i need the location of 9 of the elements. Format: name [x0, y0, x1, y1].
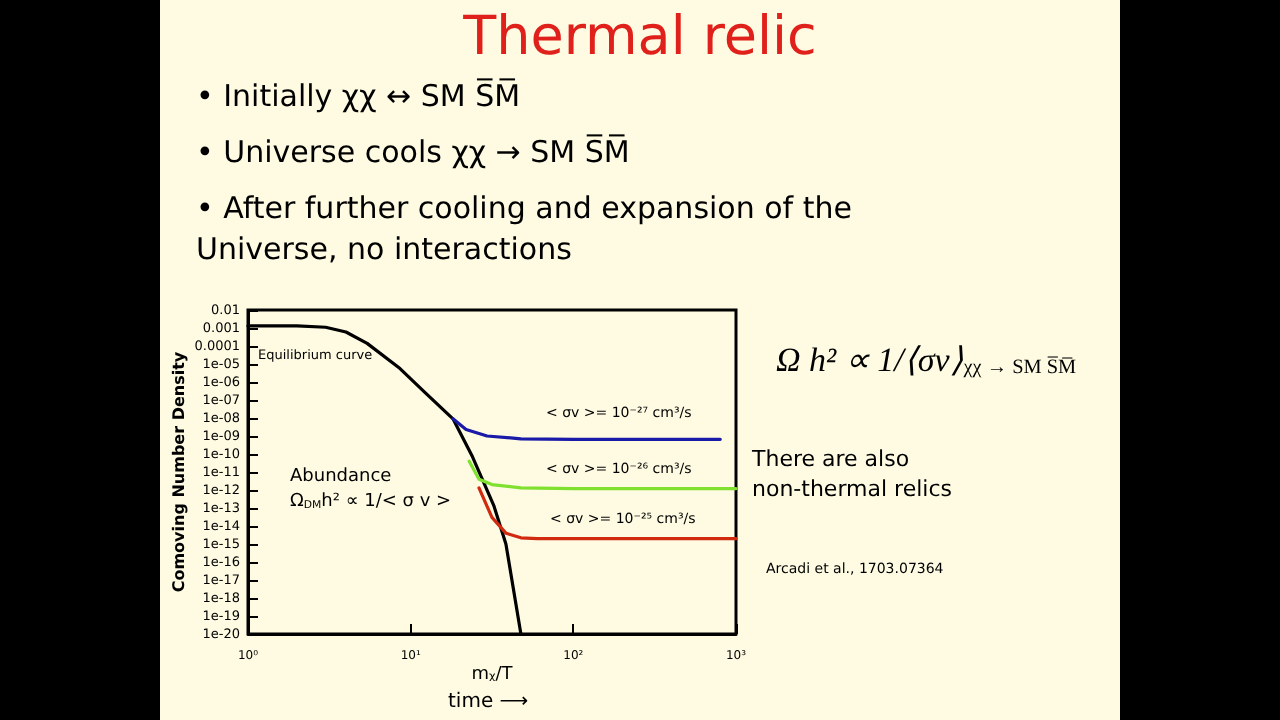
x-axis-title: mᵪ/T	[471, 665, 514, 685]
text: time ⟶	[448, 690, 529, 713]
text: • Initially χχ ↔ SM S̅M̅	[196, 76, 521, 115]
text: • After further cooling and expansion of the Universe, no interactions	[196, 190, 862, 267]
text: Ω h² ∝ 1/⟨σv⟩χχ → SM S̅M̅	[776, 340, 1077, 380]
y-axis-title: Comoving Number Density	[169, 350, 188, 593]
text: • Universe cools χχ → SM S̅M̅	[196, 132, 630, 171]
chart-title: Thermal relic	[461, 6, 817, 68]
text: There are also non-thermal relics	[750, 445, 953, 502]
